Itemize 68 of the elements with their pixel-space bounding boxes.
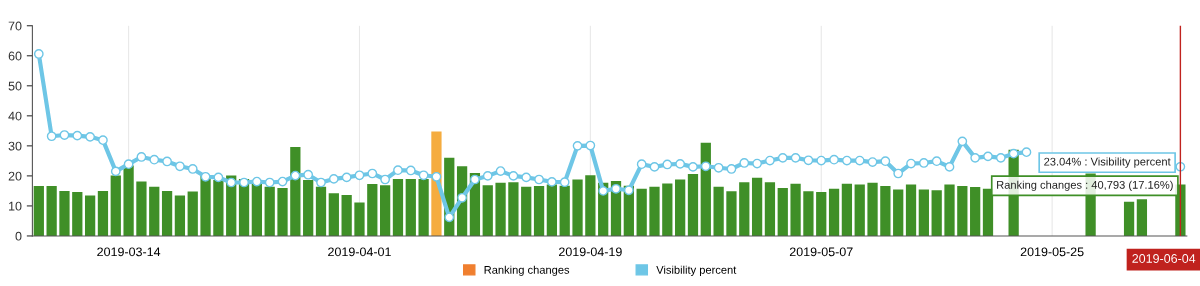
y-tick-label: 70 — [8, 21, 22, 31]
y-tick-label: 40 — [8, 111, 22, 121]
bar — [828, 188, 840, 236]
bar — [136, 181, 147, 236]
bar — [854, 184, 865, 236]
bar — [572, 179, 583, 236]
x-tick-label: 2019-05-25 — [1020, 247, 1084, 257]
text: Ranking changes — [484, 265, 570, 276]
bar — [970, 187, 981, 236]
bar — [72, 192, 83, 236]
bar — [931, 190, 942, 236]
bar — [777, 187, 788, 236]
bar — [290, 147, 301, 236]
bar — [649, 186, 660, 236]
bar — [675, 179, 686, 236]
bar — [957, 186, 968, 236]
bar — [328, 193, 339, 236]
bar — [367, 184, 378, 236]
bar — [867, 182, 878, 236]
bar — [97, 190, 109, 236]
bar — [700, 142, 711, 236]
bar — [944, 184, 955, 236]
bar — [521, 186, 532, 236]
bar — [739, 182, 750, 236]
bar — [1136, 199, 1148, 236]
y-tick-label: 20 — [8, 171, 22, 181]
bar — [662, 183, 673, 236]
bar — [880, 186, 891, 236]
bar — [46, 186, 57, 236]
legend-label: Visibility percent — [656, 265, 737, 276]
bar — [354, 202, 365, 236]
bar — [713, 186, 724, 236]
bar — [585, 175, 596, 236]
x-tick-label: 2019-05-07 — [789, 247, 853, 257]
x-tick-label: 2019-04-19 — [559, 247, 622, 257]
bar — [905, 184, 917, 236]
bar — [161, 190, 173, 236]
bar — [918, 189, 929, 236]
annotation: 23.04% : Visibility percent — [1044, 157, 1171, 168]
bar — [174, 195, 186, 236]
bar — [84, 195, 96, 236]
ref-line-label: 2019-06-04 — [1132, 254, 1196, 263]
bar — [33, 186, 44, 236]
bar — [495, 182, 506, 236]
bar — [392, 178, 404, 236]
bar — [816, 192, 827, 236]
bar — [726, 191, 737, 236]
y-tick-label: 60 — [8, 51, 22, 61]
bar — [59, 190, 70, 236]
bar — [482, 185, 493, 236]
bar — [790, 183, 801, 236]
annotation: Ranking changes : 40,793 (17.16%) — [997, 180, 1173, 191]
y-tick-label: 50 — [8, 81, 22, 91]
bar — [841, 183, 853, 236]
bar — [341, 195, 352, 236]
y-tick-label: 30 — [8, 141, 22, 151]
bar — [764, 182, 776, 236]
y-tick-label: 10 — [9, 201, 22, 211]
bar — [893, 189, 904, 236]
bar — [803, 191, 814, 236]
bar — [187, 191, 198, 236]
bar — [1123, 201, 1135, 236]
bar — [636, 188, 647, 236]
bar — [751, 177, 763, 236]
x-tick-label: 2019-03-14 — [97, 247, 161, 257]
bar — [149, 186, 160, 236]
x-tick-label: 2019-04-01 — [328, 247, 391, 257]
y-tick-label: 0 — [15, 231, 22, 241]
